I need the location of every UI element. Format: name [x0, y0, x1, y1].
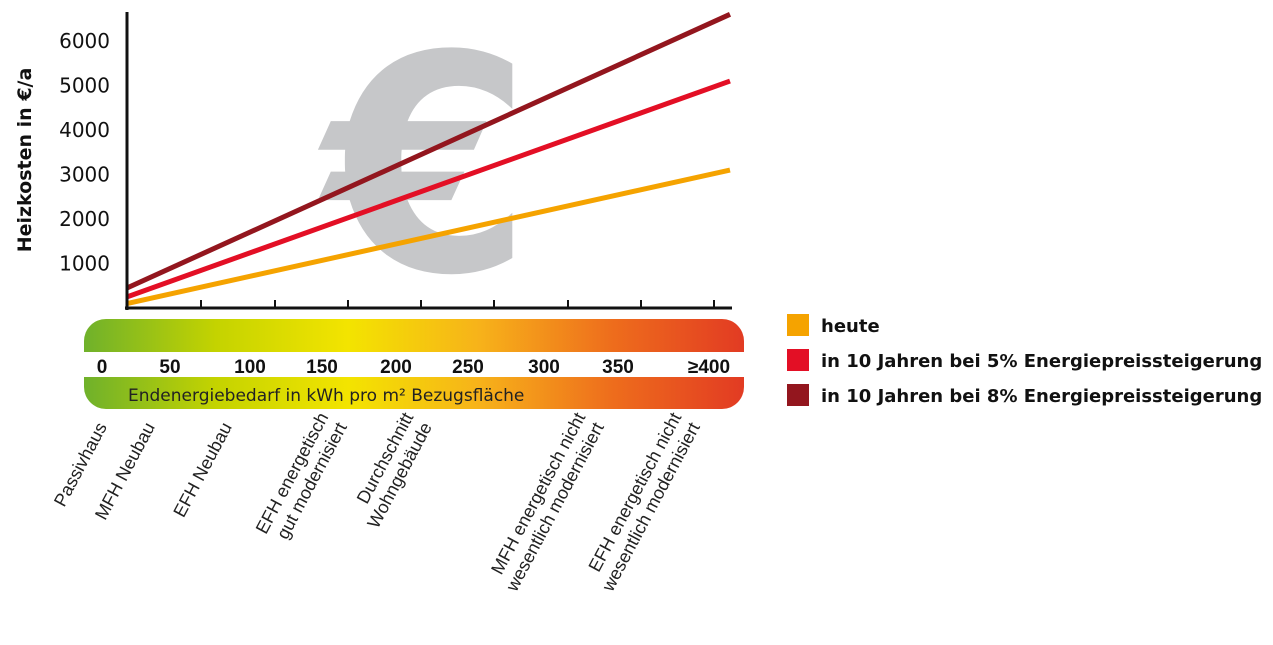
band-tick-label: 150	[306, 357, 338, 378]
band-tick-label: 300	[528, 357, 560, 378]
legend-swatch-3	[787, 384, 809, 406]
y-tick-label: 5000	[59, 74, 110, 98]
x-axis-label: Endenergiebedarf in kWh pro m² Bezugsflä…	[128, 386, 524, 406]
legend-label-1: heute	[821, 316, 880, 337]
series-line-2	[126, 78, 731, 300]
band-tick-label: 200	[380, 357, 412, 378]
band-tick-label: 250	[452, 357, 484, 378]
legend-label-3: in 10 Jahren bei 8% Energiepreissteigeru…	[821, 386, 1262, 407]
band-tick-label: 0	[97, 357, 108, 378]
band-tick-label: 350	[602, 357, 634, 378]
euro-watermark: €	[314, 0, 532, 341]
y-tick-label: 2000	[59, 207, 110, 231]
y-tick-label: 1000	[59, 252, 110, 276]
legend-swatch-2	[787, 349, 809, 371]
series-line-1	[126, 167, 731, 306]
efficiency-band-stripe	[84, 352, 744, 377]
y-tick-label: 4000	[59, 118, 110, 142]
legend-swatch-1	[787, 314, 809, 336]
band-tick-label: ≥400	[688, 357, 730, 378]
y-tick-label: 3000	[59, 163, 110, 187]
legend-label-2: in 10 Jahren bei 5% Energiepreissteigeru…	[821, 351, 1262, 372]
category-label-3: EFH Neubau	[169, 419, 236, 520]
y-axis-label: Heizkosten in €/a	[14, 68, 36, 253]
y-tick-label: 6000	[59, 29, 110, 53]
series-line-3	[125, 12, 732, 291]
band-tick-label: 100	[234, 357, 266, 378]
category-label-line: EFH Neubau	[169, 419, 236, 520]
band-tick-label: 50	[159, 357, 180, 378]
